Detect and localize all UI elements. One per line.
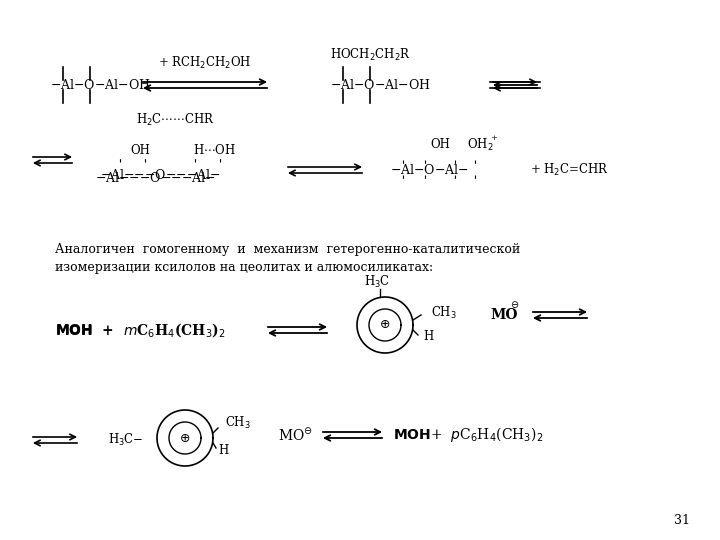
- Text: H$_3$C$-$: H$_3$C$-$: [108, 432, 143, 448]
- Text: Аналогичен  гомогенному  и  механизм  гетерогенно-каталитической: Аналогичен гомогенному и механизм гетеро…: [55, 244, 521, 256]
- Text: изомеризации ксилолов на цеолитах и алюмосиликатах:: изомеризации ксилолов на цеолитах и алюм…: [55, 260, 433, 273]
- Text: H$_2$C$\cdots\cdots$CHR: H$_2$C$\cdots\cdots$CHR: [135, 112, 215, 128]
- Text: MO: MO: [490, 308, 518, 322]
- Text: $\bf{MOH}$: $\bf{MOH}$: [55, 323, 93, 337]
- Text: + H$_2$C=CHR: + H$_2$C=CHR: [530, 162, 609, 178]
- Text: CH$_3$: CH$_3$: [225, 415, 251, 431]
- Text: $-$Al$-$O$-$Al$-$OH: $-$Al$-$O$-$Al$-$OH: [330, 78, 431, 92]
- Text: OH: OH: [430, 138, 450, 152]
- Text: H$_3$C: H$_3$C: [364, 274, 390, 290]
- Text: $\oplus$: $\oplus$: [379, 319, 391, 332]
- Text: HOCH$_2$CH$_2$R: HOCH$_2$CH$_2$R: [330, 47, 410, 63]
- Text: OH: OH: [130, 144, 150, 157]
- Text: H: H: [218, 443, 228, 456]
- Text: 31: 31: [674, 514, 690, 526]
- Text: + RCH$_2$CH$_2$OH: + RCH$_2$CH$_2$OH: [158, 55, 252, 71]
- Text: +: +: [490, 134, 498, 142]
- Text: OH$_2$: OH$_2$: [467, 137, 493, 153]
- Text: $\oplus$: $\oplus$: [179, 431, 191, 444]
- Text: $-$Al$-$$-$$-$O$-$$-$$-$Al$-$: $-$Al$-$$-$$-$O$-$$-$$-$Al$-$: [100, 168, 221, 182]
- Text: $-$Al$-$$-$$-$O$-$$-$$-$Al$-$: $-$Al$-$$-$$-$O$-$$-$$-$Al$-$: [94, 171, 215, 185]
- Text: $\mathbf{MOH}$+  $p$C$_6$H$_4$(CH$_3$)$_2$: $\mathbf{MOH}$+ $p$C$_6$H$_4$(CH$_3$)$_2…: [393, 426, 544, 444]
- Text: $\mathbf{MOH}$  +  $m$C$_6$H$_4$(CH$_3$)$_2$: $\mathbf{MOH}$ + $m$C$_6$H$_4$(CH$_3$)$_…: [55, 321, 225, 339]
- Text: H$\cdots$OH: H$\cdots$OH: [194, 143, 237, 157]
- Text: $-$Al$-$O$-$Al$-$OH: $-$Al$-$O$-$Al$-$OH: [50, 78, 150, 92]
- Text: MO$^{\ominus}$: MO$^{\ominus}$: [278, 427, 313, 443]
- Text: $\ominus$: $\ominus$: [510, 300, 519, 310]
- Text: H: H: [423, 330, 433, 343]
- Text: $-$Al$-$O$-$Al$-$: $-$Al$-$O$-$Al$-$: [390, 163, 469, 177]
- Text: CH$_3$: CH$_3$: [431, 305, 457, 321]
